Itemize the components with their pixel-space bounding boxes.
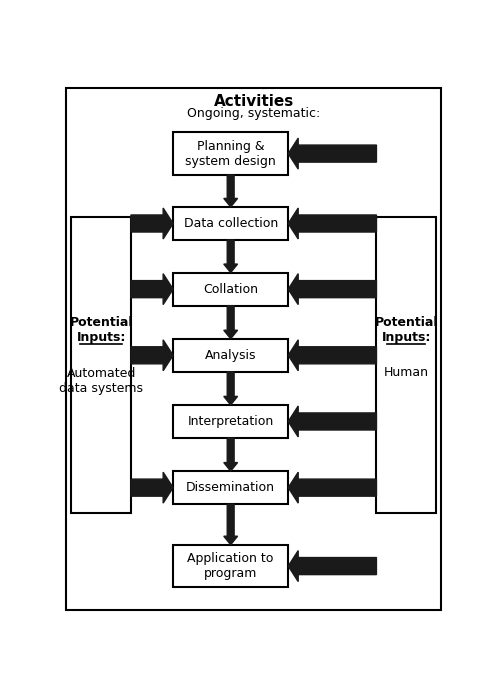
Text: Data collection: Data collection [184,217,278,230]
Text: Automated
data systems: Automated data systems [59,367,143,394]
Text: Ongoing, systematic:: Ongoing, systematic: [187,107,320,119]
Polygon shape [131,274,173,305]
Polygon shape [288,138,376,169]
Text: Human: Human [384,366,429,379]
Bar [71,216,131,513]
Text: Activities: Activities [213,94,294,109]
Polygon shape [224,240,238,272]
Text: Application to
program: Application to program [188,552,274,580]
Polygon shape [131,340,173,371]
Bar [173,545,288,588]
Polygon shape [288,406,376,437]
Polygon shape [131,208,173,239]
Bar [173,471,288,505]
Text: Interpretation: Interpretation [188,415,274,428]
Polygon shape [224,505,238,545]
Text: Collation: Collation [203,283,258,296]
Polygon shape [288,274,376,305]
Polygon shape [288,472,376,503]
Polygon shape [224,438,238,471]
Bar [376,216,436,513]
Text: Potential
Inputs:: Potential Inputs: [374,316,438,344]
Text: Planning &
system design: Planning & system design [185,139,276,168]
Polygon shape [288,340,376,371]
Polygon shape [224,306,238,339]
Bar [173,272,288,306]
Text: Potential
Inputs:: Potential Inputs: [69,316,133,344]
Bar [173,132,288,175]
Bar [173,339,288,372]
Polygon shape [131,472,173,503]
Text: Dissemination: Dissemination [186,481,275,494]
Text: Analysis: Analysis [205,349,256,362]
Polygon shape [224,372,238,405]
Polygon shape [288,551,376,581]
Bar [173,405,288,438]
Polygon shape [288,208,376,239]
Bar [173,207,288,240]
Polygon shape [224,175,238,207]
